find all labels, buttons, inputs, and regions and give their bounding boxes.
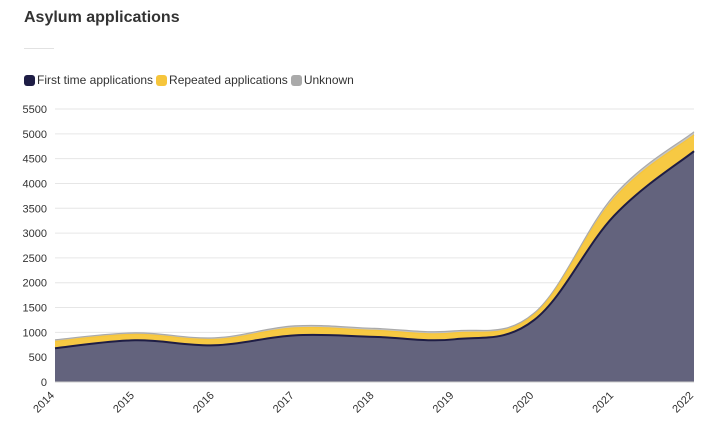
y-tick-label-3000: 3000 (23, 228, 47, 240)
x-tick-label-2014: 2014 (31, 390, 57, 416)
x-tick-label-2017: 2017 (271, 390, 297, 416)
legend-label-repeated: Repeated applications (169, 73, 288, 87)
y-tick-label-2500: 2500 (23, 253, 47, 265)
x-tick-label-2020: 2020 (511, 390, 537, 416)
legend-label-unknown: Unknown (303, 73, 354, 87)
y-tick-label-4000: 4000 (23, 178, 47, 190)
y-tick-label-4500: 4500 (23, 154, 47, 166)
y-tick-label-5000: 5000 (23, 129, 47, 141)
x-tick-label-2016: 2016 (191, 390, 217, 416)
title-divider (24, 48, 54, 49)
line-unknown (54, 131, 695, 341)
legend-swatch-first-time (24, 74, 35, 86)
y-tick-label-0: 0 (41, 377, 47, 389)
legend-item-first-time[interactable]: First time applications (24, 73, 153, 87)
y-tick-label-3500: 3500 (23, 203, 47, 215)
x-tick-label-2021: 2021 (590, 390, 616, 416)
legend-swatch-repeated (156, 74, 168, 86)
area-first-time-applications (55, 151, 694, 382)
legend-item-unknown[interactable]: Unknown (290, 73, 354, 87)
line-first-time-applications (54, 150, 695, 350)
y-tick-label-500: 500 (29, 352, 47, 364)
legend-item-repeated[interactable]: Repeated applications (156, 73, 288, 87)
chart-legend: First time applications Repeated applica… (24, 73, 357, 87)
x-tick-label-2022: 2022 (670, 390, 696, 416)
x-tick-label-2019: 2019 (431, 390, 457, 416)
legend-label-first-time: First time applications (37, 73, 154, 87)
series-group (54, 131, 695, 382)
chart-title: Asylum applications (24, 9, 180, 26)
y-tick-label-5500: 5500 (23, 104, 47, 116)
y-tick-label-1500: 1500 (23, 303, 47, 315)
y-tick-label-2000: 2000 (23, 278, 47, 290)
line-repeated-applications (54, 134, 695, 342)
legend-swatch-unknown (290, 74, 302, 86)
y-tick-label-1000: 1000 (23, 327, 47, 339)
x-tick-label-2018: 2018 (351, 390, 377, 416)
x-tick-label-2015: 2015 (111, 390, 137, 416)
